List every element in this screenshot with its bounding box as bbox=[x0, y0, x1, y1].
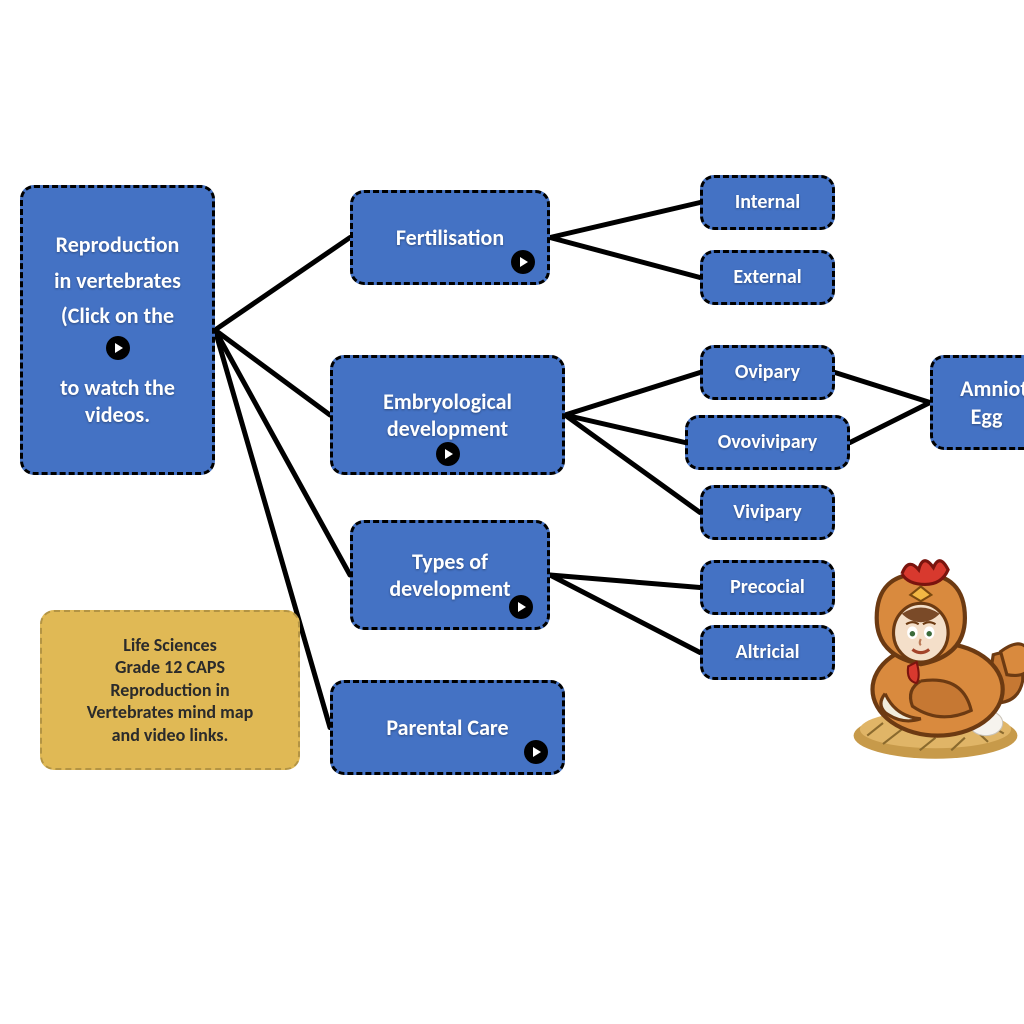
edge-layer bbox=[0, 0, 1024, 1024]
caption-text: Vertebrates mind map bbox=[54, 701, 286, 724]
play-icon[interactable] bbox=[436, 442, 460, 466]
node-types[interactable]: Types of development bbox=[350, 520, 550, 630]
node-embryo[interactable]: Embryological development bbox=[330, 355, 565, 475]
node-text: videos. bbox=[35, 401, 200, 429]
play-icon[interactable] bbox=[524, 740, 548, 764]
node-text: Vivipary bbox=[733, 500, 801, 525]
caption-text: Grade 12 CAPS bbox=[54, 656, 286, 679]
node-text: Ovovivipary bbox=[718, 430, 818, 455]
node-text: Embryological development bbox=[345, 388, 550, 443]
play-icon[interactable] bbox=[106, 336, 130, 360]
node-parental[interactable]: Parental Care bbox=[330, 680, 565, 775]
node-text: Precocial bbox=[730, 575, 805, 600]
node-text: Types of development bbox=[365, 548, 535, 603]
node-vivipary[interactable]: Vivipary bbox=[700, 485, 835, 540]
node-text: Altricial bbox=[735, 640, 799, 665]
node-text: External bbox=[733, 265, 801, 290]
node-altricial[interactable]: Altricial bbox=[700, 625, 835, 680]
node-text: Amniot bbox=[945, 375, 1024, 403]
caption-box: Life Sciences Grade 12 CAPS Reproduction… bbox=[40, 610, 300, 770]
node-text: Egg bbox=[945, 403, 1024, 431]
node-text: Ovipary bbox=[735, 360, 800, 385]
play-icon[interactable] bbox=[509, 595, 533, 619]
mindmap-canvas: { "diagram": { "type": "tree", "backgrou… bbox=[0, 0, 1024, 1024]
caption-text: Life Sciences bbox=[54, 634, 286, 657]
node-internal[interactable]: Internal bbox=[700, 175, 835, 230]
caption-text: and video links. bbox=[54, 724, 286, 747]
node-text: in vertebrates bbox=[35, 267, 200, 295]
chicken-illustration bbox=[820, 555, 1024, 765]
node-text: Reproduction bbox=[35, 231, 200, 259]
node-text: Parental Care bbox=[386, 714, 508, 742]
node-root[interactable]: Reproduction in vertebrates (Click on th… bbox=[20, 185, 215, 475]
node-precocial[interactable]: Precocial bbox=[700, 560, 835, 615]
node-fertilisation[interactable]: Fertilisation bbox=[350, 190, 550, 285]
node-ovovivipary[interactable]: Ovovivipary bbox=[685, 415, 850, 470]
caption-text: Reproduction in bbox=[54, 679, 286, 702]
node-text: to watch the bbox=[35, 374, 200, 402]
node-ovipary[interactable]: Ovipary bbox=[700, 345, 835, 400]
node-text: (Click on the bbox=[35, 302, 200, 330]
node-amniotic-egg[interactable]: Amniot Egg bbox=[930, 355, 1024, 450]
node-external[interactable]: External bbox=[700, 250, 835, 305]
node-text: Fertilisation bbox=[396, 224, 504, 252]
play-wrap bbox=[35, 336, 200, 370]
node-text: Internal bbox=[735, 190, 800, 215]
play-icon[interactable] bbox=[511, 250, 535, 274]
